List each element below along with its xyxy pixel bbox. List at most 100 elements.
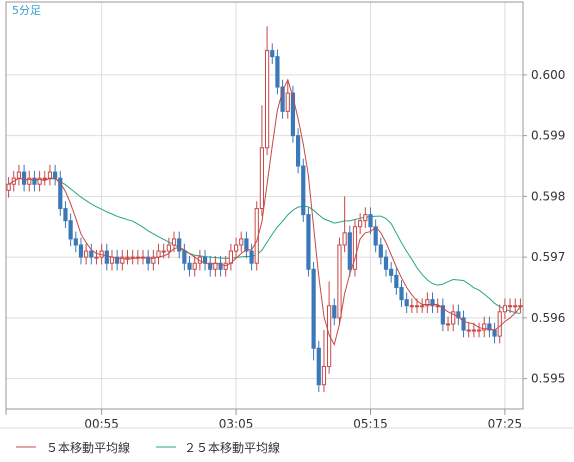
candle-body bbox=[244, 238, 249, 252]
x-tick-label: 00:55 bbox=[84, 417, 119, 431]
legend-label-ma5: ５本移動平均線 bbox=[46, 440, 130, 455]
candle-body bbox=[94, 256, 99, 259]
candle-body bbox=[233, 244, 239, 252]
candle-body bbox=[58, 177, 63, 210]
y-axis-labels: 0.600 0.599 0.598 0.597 0.596 0.595 bbox=[523, 68, 565, 386]
candle-body bbox=[73, 238, 78, 246]
candle-body bbox=[337, 244, 342, 319]
candle-body bbox=[228, 250, 233, 264]
candle-body bbox=[171, 238, 177, 246]
ma25-line bbox=[8, 177, 521, 315]
candle-body bbox=[363, 214, 368, 222]
y-tick-label: 0.599 bbox=[531, 129, 565, 143]
candle-body bbox=[239, 238, 244, 246]
candle-body bbox=[414, 305, 420, 308]
candle-body bbox=[63, 208, 68, 222]
candle-body bbox=[507, 305, 513, 308]
candle-body bbox=[311, 268, 316, 349]
ma5-line bbox=[8, 78, 521, 346]
candle-body bbox=[409, 305, 414, 308]
candle-body bbox=[451, 311, 456, 325]
candle-body bbox=[177, 238, 182, 252]
candle-body bbox=[332, 305, 337, 319]
candle-body bbox=[285, 92, 290, 112]
candle-body bbox=[373, 226, 378, 246]
candle-body bbox=[270, 50, 275, 58]
y-tick-label: 0.597 bbox=[531, 250, 565, 264]
candle-body bbox=[16, 171, 22, 179]
candle-body bbox=[352, 226, 358, 270]
candle-body bbox=[497, 311, 502, 337]
candle-body bbox=[53, 171, 58, 179]
candle-body bbox=[487, 323, 492, 331]
candle-body bbox=[456, 311, 461, 319]
candle-body bbox=[6, 183, 11, 191]
candle-body bbox=[430, 299, 435, 307]
candle-body bbox=[187, 262, 192, 270]
candle-body bbox=[42, 177, 47, 180]
candle-body bbox=[182, 250, 187, 264]
candle-body bbox=[466, 329, 471, 332]
candle-body bbox=[306, 214, 311, 270]
x-tick-label: 05:15 bbox=[353, 417, 388, 431]
candle-body bbox=[192, 262, 197, 270]
candle-body bbox=[156, 250, 161, 258]
candle-body bbox=[84, 250, 89, 258]
y-tick-label: 0.596 bbox=[531, 311, 565, 325]
candle-body bbox=[151, 256, 156, 264]
x-tick-label: 03:05 bbox=[219, 417, 254, 431]
candle-body bbox=[109, 256, 115, 264]
y-tick-label: 0.598 bbox=[531, 189, 565, 203]
candle-body bbox=[223, 262, 228, 270]
candle-body bbox=[115, 256, 120, 264]
candle-body bbox=[394, 274, 399, 289]
candle-body bbox=[249, 250, 254, 264]
plot-frame bbox=[5, 1, 524, 410]
chart-title: 5分足 bbox=[12, 4, 41, 17]
candle-body bbox=[208, 262, 213, 270]
candle-body bbox=[389, 268, 394, 276]
candle-body bbox=[440, 305, 445, 325]
candle-body bbox=[296, 135, 301, 167]
y-tick-label: 0.595 bbox=[531, 372, 565, 386]
candle-body bbox=[502, 305, 508, 313]
candle-body bbox=[290, 92, 296, 137]
candle-body bbox=[383, 256, 389, 270]
candle-body bbox=[358, 220, 363, 228]
candle-body bbox=[213, 262, 218, 270]
candle-body bbox=[445, 323, 451, 326]
candle-body bbox=[399, 287, 404, 301]
candle-body bbox=[513, 305, 518, 308]
candle-body bbox=[404, 299, 409, 307]
candle-body bbox=[347, 232, 352, 270]
candle-body bbox=[316, 347, 321, 386]
candle-body bbox=[378, 244, 383, 258]
candle-body bbox=[32, 177, 37, 185]
legend: ５本移動平均線 ２５本移動平均線 bbox=[16, 440, 280, 455]
ma25-polyline bbox=[8, 177, 521, 315]
candle-body bbox=[471, 329, 476, 332]
candle-body bbox=[321, 365, 327, 386]
candle-body bbox=[327, 305, 332, 367]
candle-body bbox=[476, 329, 482, 332]
candle-body bbox=[492, 329, 497, 337]
candle-body bbox=[280, 86, 285, 112]
candle-body bbox=[37, 177, 42, 185]
candle-body bbox=[27, 177, 32, 185]
candle-body bbox=[166, 244, 171, 252]
candles bbox=[6, 26, 523, 392]
candle-body bbox=[161, 250, 166, 253]
candle-body bbox=[461, 317, 466, 331]
candle-body bbox=[146, 256, 151, 264]
candle-body bbox=[125, 256, 130, 259]
legend-label-ma25: ２５本移動平均線 bbox=[184, 440, 280, 455]
y-tick-label: 0.600 bbox=[531, 68, 565, 82]
candle-body bbox=[264, 50, 270, 149]
candle-body bbox=[218, 262, 223, 270]
candle-body bbox=[104, 250, 109, 264]
candle-body bbox=[120, 256, 125, 264]
candle-body bbox=[518, 305, 523, 308]
candle-body bbox=[89, 250, 94, 258]
